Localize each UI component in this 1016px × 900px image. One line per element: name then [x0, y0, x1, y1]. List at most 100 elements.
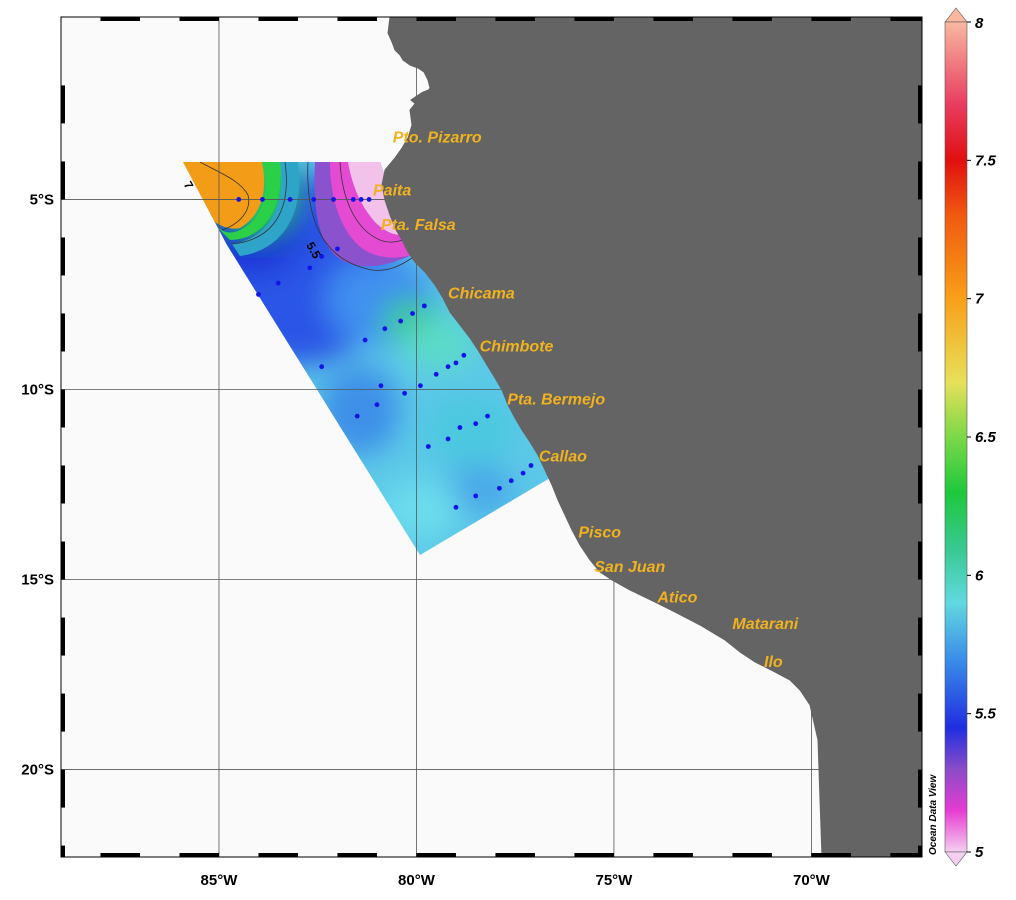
axis-labels: 85°W 80°W 75°W 70°W 5°S 10°S 15°S 20°S	[21, 191, 830, 889]
frame-tick	[811, 853, 851, 857]
station-dot	[461, 352, 467, 358]
place-label: Pto. Pizarro	[393, 129, 482, 146]
station-dot	[425, 444, 431, 449]
frame-tick	[918, 465, 922, 504]
frame-tick	[416, 17, 456, 21]
frame-tick	[574, 853, 614, 857]
frame-tick	[61, 845, 65, 857]
station-dot	[311, 197, 317, 202]
frame-tick	[61, 769, 65, 808]
place-label: Chimbote	[480, 338, 554, 355]
station-dot	[275, 280, 281, 286]
frame-tick	[732, 853, 772, 857]
place-label: Ilo	[764, 654, 783, 671]
place-label: Callao	[539, 449, 587, 466]
frame-tick	[179, 853, 219, 857]
frame-tick	[890, 853, 922, 857]
station-dot	[421, 303, 427, 309]
colorbar-tick-label: 6.5	[975, 429, 997, 446]
colorbar-tick-label: 7.5	[975, 152, 997, 169]
watermark-text: Ocean Data View	[928, 774, 939, 855]
station-dot	[453, 360, 459, 366]
colorbar-tick-label: 5	[975, 844, 984, 861]
frame-tick	[61, 85, 65, 124]
frame-tick	[918, 85, 922, 124]
colorbar-tick-label: 6	[975, 567, 984, 584]
station-dot	[445, 364, 451, 370]
station-dot	[331, 197, 336, 202]
frame-tick	[61, 161, 65, 200]
station-dot	[350, 197, 356, 202]
station-dot	[382, 326, 388, 332]
frame-tick	[918, 313, 922, 352]
lat-tick-label: 15°S	[21, 572, 54, 589]
frame-tick	[61, 693, 65, 732]
frame-tick	[918, 845, 922, 857]
station-dot	[362, 337, 368, 343]
station-dot	[473, 421, 479, 427]
station-dot	[260, 197, 265, 202]
frame-tick	[732, 17, 772, 21]
place-label: Paita	[373, 183, 411, 200]
lon-tick-label: 70°W	[793, 872, 831, 889]
station-dot	[496, 485, 502, 491]
place-label: Chicama	[448, 285, 515, 302]
station-dot	[453, 504, 459, 510]
land-mass	[381, 17, 922, 857]
frame-tick	[61, 237, 65, 276]
station-dot	[256, 292, 261, 297]
colorbar-bottom-triangle	[944, 851, 968, 867]
colorbar: 5 5.5 6 6.5 7 7.5 8	[944, 7, 997, 867]
station-dot	[473, 493, 479, 499]
colorbar-body	[944, 21, 968, 853]
station-dot	[366, 197, 372, 202]
place-label: Pisco	[578, 525, 621, 542]
lat-tick-label: 20°S	[21, 762, 54, 779]
station-dot	[457, 425, 463, 430]
place-label: Matarani	[732, 616, 798, 633]
station-dot	[307, 265, 313, 271]
station-dot	[508, 478, 514, 484]
station-dot	[398, 318, 404, 324]
colorbar-tick-label: 8	[975, 15, 984, 32]
frame-tick	[258, 17, 298, 21]
frame-tick	[574, 17, 614, 21]
colorbar-top-triangle	[944, 7, 968, 23]
frame-tick	[811, 17, 851, 21]
colorbar-tick-label: 7	[975, 291, 984, 308]
frame-tick	[653, 17, 693, 21]
frame-tick	[100, 17, 140, 21]
station-dot	[410, 311, 415, 316]
station-dot	[354, 413, 360, 419]
station-dot	[319, 364, 325, 370]
station-dot	[358, 197, 364, 202]
frame-tick	[918, 617, 922, 656]
station-markers	[236, 197, 534, 510]
lat-tick-label: 5°S	[30, 191, 54, 208]
frame-tick	[918, 541, 922, 580]
station-dot	[485, 413, 490, 419]
place-label: Pta. Bermejo	[507, 392, 605, 409]
lon-tick-label: 85°W	[201, 872, 239, 889]
lon-tick-label: 80°W	[398, 872, 436, 889]
place-label: Pta. Falsa	[381, 217, 456, 234]
station-dot	[287, 197, 293, 202]
map-frame	[60, 16, 923, 858]
lat-tick-label: 10°S	[21, 381, 54, 398]
frame-tick	[495, 17, 535, 21]
station-dot	[433, 371, 439, 377]
place-label: Atico	[656, 589, 697, 606]
frame-tick	[61, 465, 65, 504]
frame-tick	[61, 617, 65, 656]
frame-tick	[918, 389, 922, 428]
station-dot	[445, 436, 451, 442]
frame-tick	[495, 853, 535, 857]
station-dot	[319, 254, 325, 259]
station-dot	[418, 383, 423, 389]
frame-tick	[337, 853, 377, 857]
frame-tick	[179, 17, 219, 21]
station-dot	[335, 246, 340, 252]
frame-ticks	[61, 17, 922, 857]
frame-tick	[61, 541, 65, 580]
station-dot	[378, 383, 384, 389]
